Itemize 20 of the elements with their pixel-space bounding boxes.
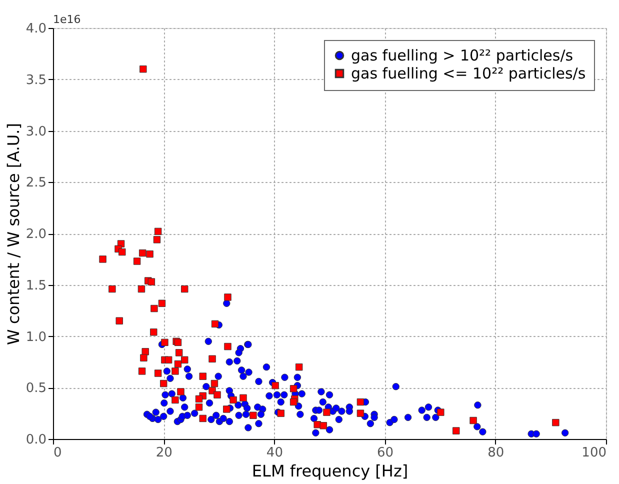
x-axis-title: ELM frequency [Hz] bbox=[252, 462, 408, 480]
y-tick-label: 0.5 bbox=[26, 381, 46, 396]
legend-label: gas fuelling <= 10²² particles/s bbox=[351, 64, 586, 82]
y-axis-title: W content / W source [A.U.] bbox=[4, 123, 23, 345]
y-tick-label: 0.0 bbox=[26, 432, 46, 448]
y-tick-label: 2.0 bbox=[26, 227, 46, 242]
y-tick-label: 1.0 bbox=[26, 330, 46, 345]
y-tick-label: 4.0 bbox=[26, 22, 46, 36]
y-tick-label: 3.5 bbox=[26, 72, 46, 88]
y-tick-label: 1.5 bbox=[26, 278, 46, 294]
x-tick-label: 60 bbox=[377, 446, 394, 460]
x-tick-label: 20 bbox=[156, 446, 172, 460]
y-tick-label: 2.5 bbox=[26, 176, 46, 191]
x-tick-label: 80 bbox=[488, 446, 504, 460]
text: 1e16 bbox=[53, 13, 81, 26]
x-tick-label: 100 bbox=[582, 446, 606, 460]
y-tick-label: 3.0 bbox=[26, 124, 46, 140]
legend-label: gas fuelling > 10²² particles/s bbox=[351, 46, 574, 64]
x-tick-label: 0 bbox=[54, 446, 62, 460]
x-tick-label: 40 bbox=[266, 446, 283, 460]
